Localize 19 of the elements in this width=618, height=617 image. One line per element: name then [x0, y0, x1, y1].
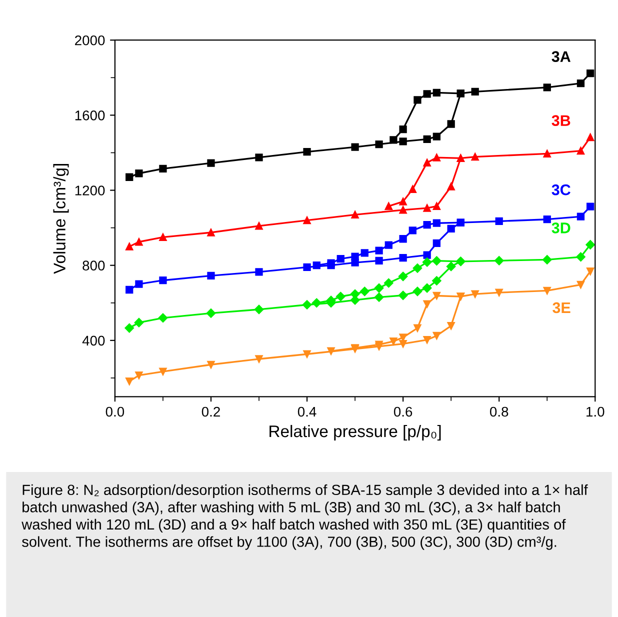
y-tick-label: 1200	[75, 186, 105, 196]
y-tick-label: 800	[82, 260, 105, 271]
x-tick-label: 0.0	[106, 406, 124, 417]
x-tick-label: 1.0	[586, 406, 604, 417]
y-tick-label: 2000	[75, 35, 105, 46]
series-label: 3E	[552, 302, 570, 314]
series-label: 3A	[552, 51, 570, 62]
x-axis-title: Relative pressure [p/p₀]	[270, 424, 441, 440]
x-tick-label: 0.2	[202, 406, 220, 417]
series-label: 3D	[552, 222, 570, 234]
y-tick-label: 400	[82, 336, 105, 346]
x-tick-label: 0.8	[490, 406, 508, 417]
x-tick-label: 0.6	[394, 406, 412, 417]
y-axis-title: Volume [cm³/g]	[53, 164, 69, 274]
caption: Figure 8: N₂ adsorption/desorption isotherms of SBA-15 sample 3 devided into a 1× half batch unwashed (3A), after washing with 5 mL (3B) and 30 mL (3C), a 3× half batch washed with 120 mL (3D) and a 9× half batch washed with 350 mL (3E) quantities of solvent. The isotherms are offset by 1100 (3A), 700 (3B), 500 (3C), 300 (3D) cm³/g.	[22, 484, 588, 550]
y-tick-label: 1600	[75, 110, 105, 120]
x-tick-label: 0.4	[298, 406, 316, 417]
series-label: 3C	[552, 184, 570, 196]
series-label: 3B	[552, 115, 570, 126]
